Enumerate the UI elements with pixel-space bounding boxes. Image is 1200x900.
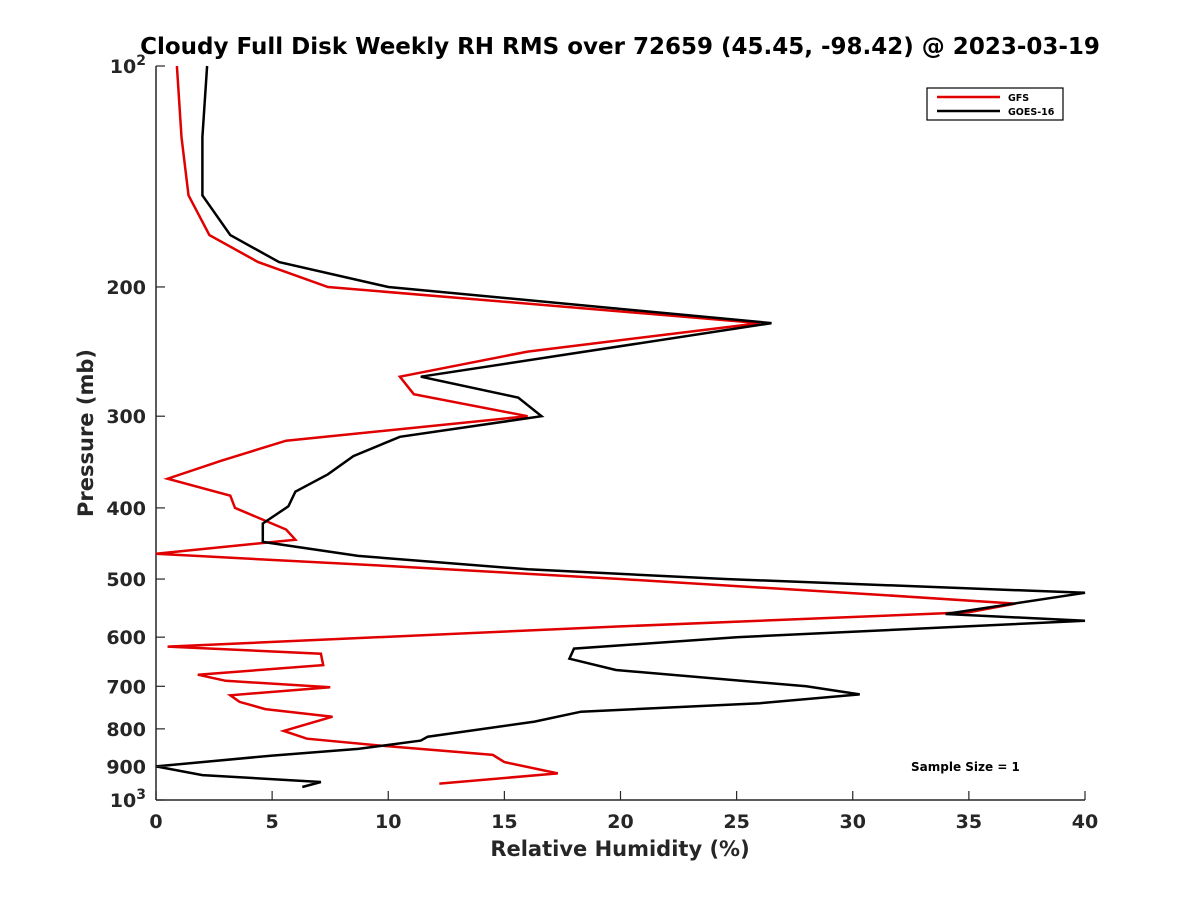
sample-size-annotation: Sample Size = 1 xyxy=(911,760,1020,774)
y-tick-label: 600 xyxy=(106,627,146,649)
y-tick-label: 200 xyxy=(106,277,146,299)
x-tick-label: 35 xyxy=(956,811,982,833)
plot-area: 0 5 10 15 20 25 30 35 40 102 200 300 400 500 600 700 80… xyxy=(106,53,1098,833)
x-axis-label: Relative Humidity (%) xyxy=(490,837,749,861)
series-group xyxy=(155,65,1086,789)
y-tick-label: 500 xyxy=(106,569,146,591)
x-tick-label: 10 xyxy=(375,811,401,833)
series-line-gfs xyxy=(155,65,1016,785)
legend-box xyxy=(926,87,1064,121)
y-tick-label: 800 xyxy=(106,719,146,741)
y-tick-label: 900 xyxy=(106,756,146,778)
y-tick-label: 102 xyxy=(110,53,146,78)
y-tick-label: 103 xyxy=(110,787,146,812)
chart-title: Cloudy Full Disk Weekly RH RMS over 7265… xyxy=(140,34,1100,60)
series-line-goes-16 xyxy=(155,65,1086,789)
x-axis-ticks: 0 5 10 15 20 25 30 35 40 xyxy=(149,791,1098,833)
legend-label-gfs: GFS xyxy=(1008,93,1029,104)
y-axis-label: Pressure (mb) xyxy=(74,349,98,517)
x-tick-label: 20 xyxy=(607,811,633,833)
x-tick-label: 25 xyxy=(723,811,749,833)
x-tick-label: 30 xyxy=(840,811,866,833)
y-tick-label: 400 xyxy=(106,498,146,520)
y-tick-label: 300 xyxy=(106,406,146,428)
x-tick-label: 5 xyxy=(266,811,279,833)
x-tick-label: 40 xyxy=(1072,811,1098,833)
y-tick-label: 700 xyxy=(106,676,146,698)
legend-label-goes-16: GOES-16 xyxy=(1008,107,1055,118)
y-axis-ticks: 102 200 300 400 500 600 700 800 900 103 xyxy=(106,53,165,812)
x-tick-label: 15 xyxy=(491,811,517,833)
x-tick-label: 0 xyxy=(149,811,162,833)
legend: GFS GOES-16 xyxy=(926,87,1064,121)
